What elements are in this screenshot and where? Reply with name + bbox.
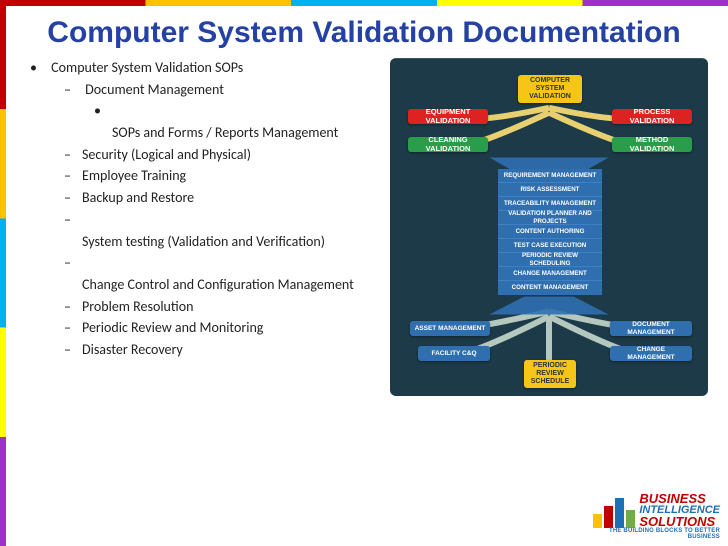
diagram-strip: VALIDATION PLANNER AND PROJECTS: [498, 211, 602, 225]
diagram-lower-right-box: DOCUMENT MANAGEMENT: [610, 321, 692, 336]
diagram-top-box: COMPUTER SYSTEM VALIDATION: [518, 75, 582, 103]
content-row: Computer System Validation SOPs Document…: [0, 57, 728, 397]
diagram-upper-right-box: PROCESS VALIDATION: [612, 109, 692, 124]
bullet-sub: Change Control and Configuration Managem…: [64, 252, 390, 295]
bullet-sub: Periodic Review and Monitoring: [64, 317, 390, 339]
bullet-sub: Employee Training: [64, 165, 390, 187]
logo: BUSINESS INTELLIGENCE SOLUTIONS THE BUIL…: [590, 493, 720, 540]
diagram-strip: TRACEABILITY MANAGEMENT: [498, 197, 602, 211]
diagram-strip: CONTENT AUTHORING: [498, 225, 602, 239]
bullet-sub: Security (Logical and Physical): [64, 144, 390, 166]
top-border-stripe: [0, 0, 728, 6]
bullet-list: Computer System Validation SOPs Document…: [30, 57, 390, 397]
diagram-lower-left-box: FACILITY C&Q: [418, 346, 490, 361]
bullet-sub: System testing (Validation and Verificat…: [64, 209, 390, 252]
diagram-strip: TEST CASE EXECUTION: [498, 239, 602, 253]
bullet-sub: Disaster Recovery: [64, 339, 390, 361]
bullet-main: Computer System Validation SOPs Document…: [30, 57, 390, 361]
diagram-strip: REQUIREMENT MANAGEMENT: [498, 169, 602, 183]
diagram-upper-left-box: CLEANING VALIDATION: [408, 137, 488, 152]
left-border-stripe: [0, 0, 6, 546]
logo-text: BUSINESS INTELLIGENCE SOLUTIONS: [639, 493, 720, 528]
diagram-strip: CHANGE MANAGEMENT: [498, 267, 602, 281]
diagram-bottom-box: PERIODIC REVIEW SCHEDULE: [524, 360, 576, 388]
diagram-strip: PERIODIC REVIEW SCHEDULING: [498, 253, 602, 267]
bullet-sub: Document Management SOPs and Forms / Rep…: [64, 79, 390, 144]
diagram-strip: RISK ASSESSMENT: [498, 183, 602, 197]
logo-bars-icon: [593, 494, 635, 528]
diagram-upper-right-box: METHOD VALIDATION: [612, 137, 692, 152]
diagram-lower-left-box: ASSET MANAGEMENT: [410, 321, 490, 336]
diagram-strip: CONTENT MANAGEMENT: [498, 281, 602, 295]
diagram-upper-left-box: EQUIPMENT VALIDATION: [408, 109, 488, 124]
bullet-sub: Backup and Restore: [64, 187, 390, 209]
slide-title: Computer System Validation Documentation: [0, 0, 728, 57]
bullet-sub-sub: SOPs and Forms / Reports Management: [94, 100, 390, 143]
bullet-sub: Problem Resolution: [64, 296, 390, 318]
logo-tagline: THE BUILDING BLOCKS TO BETTER BUSINESS: [590, 528, 720, 540]
funnel-diagram: COMPUTER SYSTEM VALIDATION EQUIPMENT VAL…: [390, 57, 708, 397]
diagram-lower-right-box: CHANGE MANAGEMENT: [610, 346, 692, 361]
diagram-mid-column: REQUIREMENT MANAGEMENT RISK ASSESSMENT T…: [498, 169, 602, 295]
